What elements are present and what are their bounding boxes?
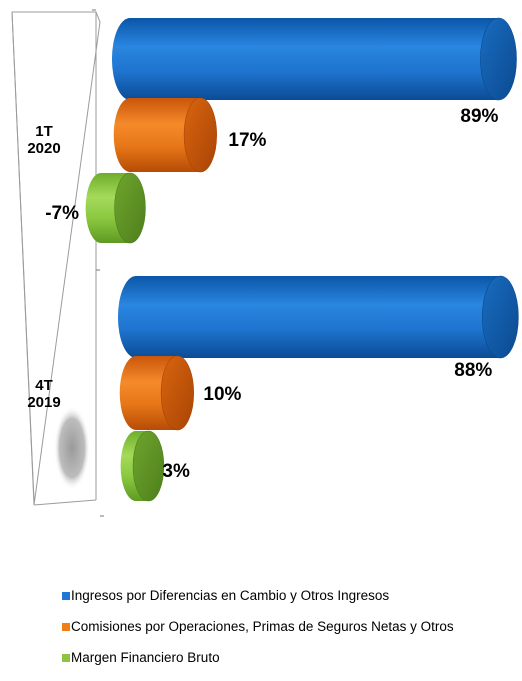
bar-cap xyxy=(183,97,217,173)
bar xyxy=(117,275,519,359)
bar xyxy=(111,17,517,101)
bar-body xyxy=(136,276,501,358)
bar-cap xyxy=(114,172,146,244)
bar-cap xyxy=(481,275,519,359)
bars-group xyxy=(85,17,519,502)
data-label: 10% xyxy=(203,384,241,405)
bar-cap xyxy=(160,355,194,431)
bar xyxy=(119,355,194,431)
floor-shadow xyxy=(54,406,90,490)
legend-swatch-green xyxy=(62,654,70,662)
axis-wall-front-edge xyxy=(11,11,35,506)
legend-swatch-blue xyxy=(62,592,70,600)
data-label: 3% xyxy=(162,461,190,482)
legend-label-ingresos: Ingresos por Diferencias en Cambio y Otr… xyxy=(71,588,390,603)
bar-cap xyxy=(480,17,517,101)
data-label: -7% xyxy=(45,203,79,224)
legend-label-margen: Margen Financiero Bruto xyxy=(71,650,220,665)
data-label: 89% xyxy=(460,106,498,127)
category-label: 4T 2019 xyxy=(27,377,60,411)
category-label: 1T 2020 xyxy=(27,123,60,157)
bar xyxy=(113,97,217,173)
axis-wall-base xyxy=(33,499,97,506)
bar-body xyxy=(130,18,499,100)
legend-label-comisiones: Comisiones por Operaciones, Primas de Se… xyxy=(71,619,454,634)
legend-swatch-orange xyxy=(62,623,70,631)
data-label: 88% xyxy=(454,360,492,381)
data-label: 17% xyxy=(228,130,266,151)
labels-group: 1T 2020 89% 17% -7% 4T 2019 88% 10% 3% xyxy=(27,106,498,482)
chart: 1T 2020 89% 17% -7% 4T 2019 88% 10% 3% xyxy=(11,9,519,517)
bar-cap xyxy=(132,430,165,502)
bar xyxy=(120,430,165,502)
bar xyxy=(85,172,146,244)
